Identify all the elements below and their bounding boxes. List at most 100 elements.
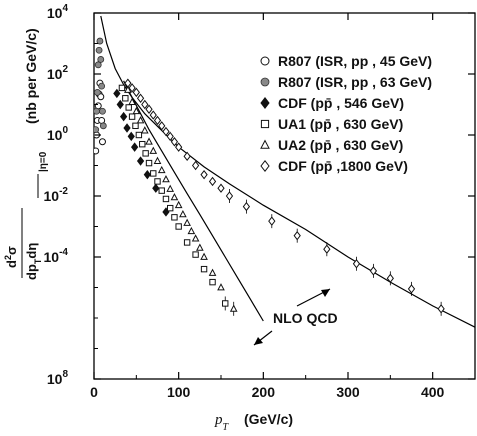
legend-label: CDF (pp̄ ,1800 GeV) — [278, 158, 408, 174]
data-point — [98, 138, 106, 146]
legend-label: R807 (ISR, pp , 63 GeV) — [278, 74, 432, 90]
data-point — [145, 137, 153, 145]
data-point — [135, 131, 143, 139]
x-tick-label: 200 — [252, 384, 276, 400]
legend-marker — [260, 56, 270, 66]
data-point — [124, 85, 132, 93]
data-point — [97, 93, 105, 101]
data-point — [150, 170, 157, 177]
y-tick-label: 10-2 — [44, 186, 69, 204]
svg-text:d2σ: d2σ — [3, 246, 19, 268]
y-tick-label: 10-4 — [44, 247, 69, 265]
data-point — [149, 110, 157, 120]
data-point — [99, 122, 107, 130]
data-point — [217, 183, 225, 193]
data-point — [175, 142, 183, 152]
x-tick-label: 100 — [167, 384, 191, 400]
svg-text:pT: pT — [214, 412, 230, 433]
data-point — [386, 273, 394, 284]
data-point — [96, 37, 104, 45]
data-point — [128, 83, 136, 93]
data-point — [162, 195, 170, 203]
data-point — [136, 116, 145, 124]
data-point — [143, 169, 151, 180]
data-point — [158, 187, 165, 194]
data-point — [120, 111, 128, 122]
data-point — [208, 176, 217, 187]
x-axis-var: p — [214, 412, 223, 428]
y-tick-label: 108 — [47, 369, 69, 387]
data-point — [217, 283, 225, 291]
data-point — [242, 201, 251, 212]
data-point — [98, 82, 106, 90]
data-point — [132, 87, 140, 98]
data-point — [196, 243, 204, 251]
data-point — [208, 268, 217, 276]
y-axis-title: d2σ dpTdη |η=0 (nb per GeV/c) — [3, 28, 49, 280]
y-axis-subscript: |η=0 — [38, 151, 49, 172]
data-point — [407, 284, 416, 294]
data-point — [99, 107, 106, 115]
legend-label: UA2 (pp̄ , 630 GeV) — [278, 137, 403, 153]
data-point — [174, 200, 183, 209]
data-point — [139, 140, 146, 148]
data-point — [200, 169, 208, 180]
data-point — [183, 239, 191, 246]
data-point — [153, 115, 162, 126]
data-point — [142, 150, 149, 157]
data-point — [170, 137, 179, 147]
data-point — [437, 304, 445, 314]
series-2 — [113, 88, 170, 217]
plot-inner — [94, 15, 475, 328]
x-tick-label: 400 — [421, 384, 445, 400]
data-point — [94, 88, 101, 96]
legend-label: R807 (ISR, pp , 45 GeV) — [278, 53, 432, 69]
data-point — [222, 300, 229, 307]
legend-marker — [260, 159, 270, 173]
data-point — [128, 97, 136, 105]
annotation-label: NLO QCD — [273, 310, 338, 326]
data-point — [152, 183, 160, 193]
series-1 — [94, 37, 107, 134]
data-point — [141, 99, 149, 110]
series-4 — [124, 85, 238, 316]
data-point — [140, 126, 149, 134]
y-axis-unit: (nb per GeV/c) — [23, 28, 39, 124]
data-point — [122, 95, 129, 102]
data-point — [153, 156, 162, 164]
data-point — [132, 122, 139, 130]
data-point — [192, 251, 199, 258]
data-point — [125, 104, 132, 111]
data-point — [157, 165, 166, 174]
svg-text:dpTdη: dpTdη — [24, 243, 43, 280]
x-axis-unit: (GeV/c) — [244, 411, 293, 427]
series-3 — [118, 84, 229, 311]
data-point — [94, 147, 100, 155]
data-point — [131, 142, 139, 152]
legend-label: CDF (pp̄ , 546 GeV) — [278, 95, 404, 111]
data-point — [191, 160, 200, 171]
data-point — [128, 113, 136, 120]
x-tick-label: 300 — [336, 384, 360, 400]
data-point — [175, 223, 182, 230]
y-tick-label: 100 — [47, 125, 69, 143]
data-point — [191, 234, 200, 242]
x-tick-label: 0 — [90, 384, 98, 400]
data-point — [293, 230, 301, 241]
y-tick-label: 102 — [47, 64, 69, 82]
data-point — [145, 159, 153, 167]
data-point — [123, 123, 131, 133]
data-point — [162, 126, 170, 137]
data-point — [166, 131, 174, 142]
annotation: NLO QCD — [253, 288, 338, 346]
annotation-arrowhead-lower — [254, 337, 263, 345]
data-point — [118, 84, 126, 92]
data-point — [136, 93, 145, 103]
data-point — [124, 78, 132, 88]
data-point — [132, 106, 141, 115]
data-point — [268, 216, 276, 226]
data-point — [183, 218, 191, 226]
data-point — [179, 209, 187, 218]
legend-marker — [260, 96, 270, 110]
data-point — [97, 56, 105, 63]
